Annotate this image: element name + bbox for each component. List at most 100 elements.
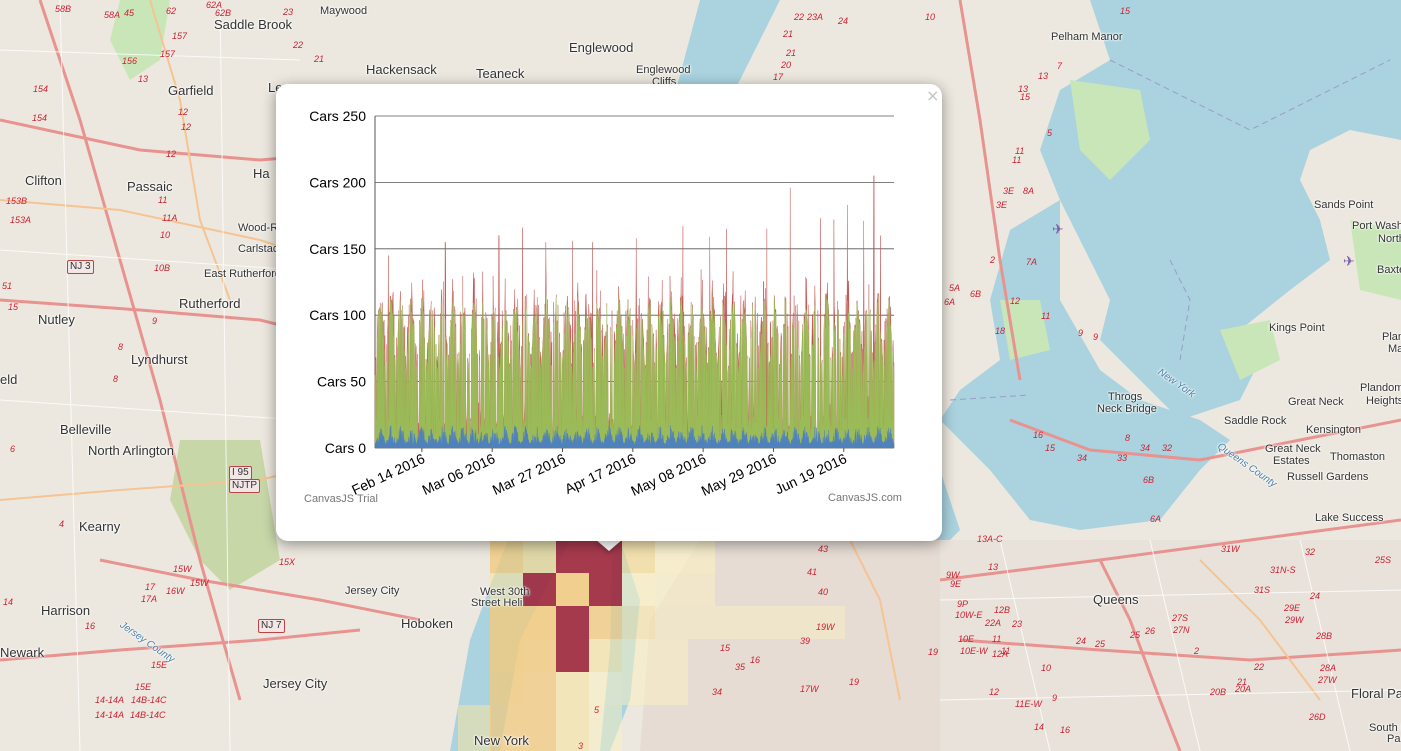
exit-number: 19W bbox=[816, 622, 835, 632]
exit-number: 32 bbox=[1305, 547, 1316, 557]
place-label: Carlstad bbox=[238, 243, 279, 255]
exit-number: 28B bbox=[1316, 631, 1333, 641]
exit-number: 16 bbox=[1060, 725, 1071, 735]
exit-number: 26 bbox=[1145, 626, 1156, 636]
exit-number: 13 bbox=[138, 74, 149, 84]
exit-number: 62A bbox=[206, 0, 223, 10]
place-label: Englewood bbox=[569, 40, 634, 55]
exit-number: 11 bbox=[1001, 646, 1011, 656]
exit-number: 16 bbox=[750, 655, 761, 665]
exit-number: 7A bbox=[1026, 257, 1038, 267]
exit-number: 22 bbox=[293, 40, 304, 50]
exit-number: 11A bbox=[162, 213, 178, 223]
place-label: Lake Success bbox=[1315, 512, 1384, 524]
exit-number: 13 bbox=[988, 562, 999, 572]
exit-number: 3E bbox=[1003, 186, 1015, 196]
canvasjs-link[interactable]: CanvasJS.com bbox=[828, 492, 902, 504]
exit-number: 31W bbox=[1221, 544, 1240, 554]
exit-number: 5 bbox=[1047, 128, 1053, 138]
exit-number: 2 bbox=[1194, 646, 1200, 656]
exit-number: 7 bbox=[1057, 61, 1063, 71]
place-label: Lyndhurst bbox=[131, 352, 188, 367]
exit-number: 58B bbox=[55, 4, 72, 14]
place-label: North bbox=[1378, 233, 1401, 245]
exit-number: 21 bbox=[786, 48, 797, 58]
exit-number: 8 bbox=[1125, 433, 1131, 443]
place-label: Saddle Brook bbox=[214, 17, 293, 32]
place-label: Jersey City bbox=[263, 676, 328, 691]
exit-number: 20A bbox=[1235, 684, 1252, 694]
place-label: Hackensack bbox=[366, 62, 437, 77]
place-label: Belleville bbox=[60, 422, 112, 437]
exit-number: 6B bbox=[1143, 475, 1155, 485]
exit-number: 19 bbox=[849, 677, 860, 687]
exit-number: 12A bbox=[992, 649, 1009, 659]
place-label: South F bbox=[1369, 722, 1401, 734]
x-tick-label: Feb 14 2016 bbox=[349, 450, 427, 498]
exit-number: 13A-C bbox=[977, 534, 1003, 544]
exit-number: 20 bbox=[781, 60, 792, 70]
exit-number: 29E bbox=[1284, 603, 1301, 613]
place-label: West 30th bbox=[480, 586, 530, 598]
exit-number: 15W bbox=[173, 564, 192, 574]
exit-number: 12 bbox=[1010, 296, 1021, 306]
exit-number: 15 bbox=[1045, 443, 1056, 453]
exit-number: 22A bbox=[985, 618, 1002, 628]
place-label: Rutherford bbox=[179, 296, 241, 311]
exit-number: 157 bbox=[160, 49, 176, 59]
exit-number: 11 bbox=[1012, 155, 1022, 165]
place-label: Kings Point bbox=[1269, 322, 1325, 334]
exit-number: 10W-E bbox=[955, 610, 983, 620]
exit-number: 12 bbox=[166, 149, 177, 159]
exit-number: 9W bbox=[946, 570, 960, 580]
exit-number: 51 bbox=[2, 281, 13, 291]
exit-number: 156 bbox=[122, 56, 138, 66]
y-tick-label: Cars 150 bbox=[309, 241, 366, 257]
exit-number: 10 bbox=[1041, 663, 1052, 673]
exit-number: 23A bbox=[807, 12, 824, 22]
exit-number: 22 bbox=[1254, 662, 1265, 672]
place-label: Queens bbox=[1093, 592, 1139, 607]
x-tick-label: Mar 06 2016 bbox=[419, 450, 497, 498]
exit-number: 14 bbox=[1034, 722, 1045, 732]
y-tick-label: Cars 50 bbox=[317, 374, 366, 390]
place-label: Plan bbox=[1382, 331, 1401, 343]
exit-number: 16 bbox=[85, 621, 96, 631]
exit-number: 17 bbox=[145, 582, 156, 592]
place-label: Harrison bbox=[41, 603, 91, 618]
series-area-green bbox=[374, 295, 895, 449]
exit-number: 15 bbox=[1020, 92, 1031, 102]
place-label: Throgs bbox=[1108, 391, 1143, 403]
exit-number: 12 bbox=[178, 107, 189, 117]
exit-number: 15 bbox=[720, 643, 731, 653]
exit-number: 27N bbox=[1173, 625, 1190, 635]
route-shield: I 95 bbox=[229, 466, 252, 480]
traffic-chart: Cars 0 Cars 50 Cars 100 Cars 150 Cars 200 Car… bbox=[309, 108, 895, 499]
exit-number: 4 bbox=[59, 519, 65, 529]
exit-number: 16 bbox=[1033, 430, 1044, 440]
route-shield: NJTP bbox=[229, 479, 260, 493]
exit-number: 62 bbox=[166, 6, 177, 16]
exit-number: 9P bbox=[957, 599, 969, 609]
place-label: Maywood bbox=[320, 5, 368, 17]
place-label: Ma bbox=[1388, 343, 1401, 355]
y-tick-label: Cars 100 bbox=[309, 307, 366, 323]
place-label: Pa bbox=[1387, 733, 1401, 745]
exit-number: 24 bbox=[838, 16, 849, 26]
exit-number: 8 bbox=[113, 374, 119, 384]
y-tick-label: Cars 250 bbox=[309, 108, 366, 124]
exit-number: 14B-14C bbox=[131, 695, 167, 705]
place-label: Great Neck bbox=[1288, 396, 1344, 408]
exit-number: 17A bbox=[141, 594, 158, 604]
exit-number: 15E bbox=[135, 682, 152, 692]
exit-number: 24 bbox=[1310, 591, 1321, 601]
exit-number: 40 bbox=[818, 587, 829, 597]
exit-number: 26D bbox=[1309, 712, 1326, 722]
exit-number: 13 bbox=[1038, 71, 1049, 81]
place-label: Newark bbox=[0, 645, 45, 660]
place-label: Neck Bridge bbox=[1097, 403, 1157, 415]
exit-number: 27S bbox=[1172, 613, 1189, 623]
close-icon[interactable]: × bbox=[926, 86, 940, 105]
x-tick-label: May 29 2016 bbox=[699, 450, 779, 499]
exit-number: 11 bbox=[1041, 311, 1051, 321]
